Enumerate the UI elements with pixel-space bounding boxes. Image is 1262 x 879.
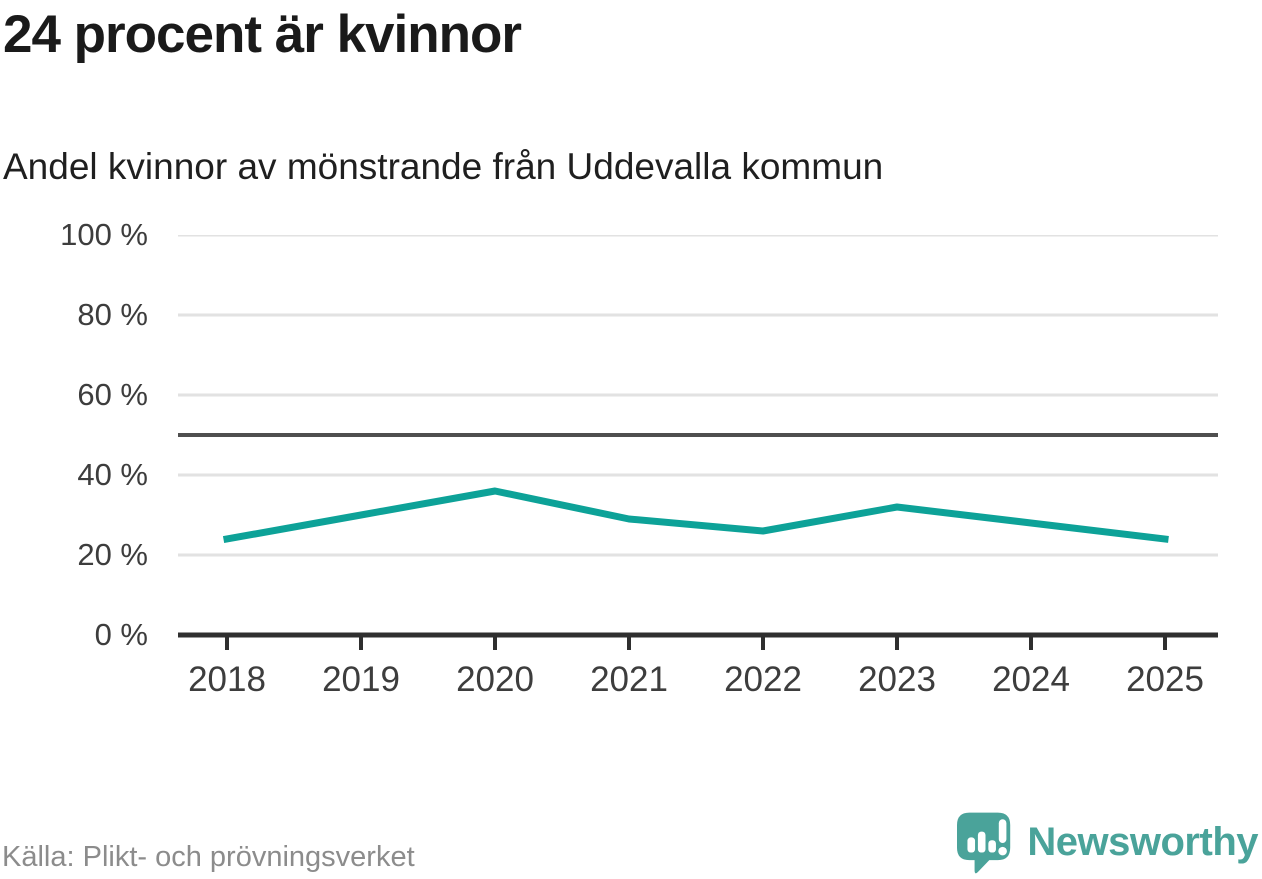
newsworthy-logo-text: Newsworthy [1027,820,1258,864]
chart-title: 24 procent är kvinnor [3,5,522,64]
bar-1-icon [967,837,976,853]
newsworthy-logo-icon [957,812,1011,874]
x-tick-label-2022: 2022 [724,660,802,699]
data-line [222,487,1169,544]
exclamation-bar-icon [999,819,1007,844]
chart-subtitle: Andel kvinnor av mönstrande från Uddeval… [3,146,884,187]
y-tick-label-80: 80 % [77,297,148,332]
bar-3-icon [988,840,997,853]
x-tick-label-2020: 2020 [456,660,534,699]
y-tick-label-60: 60 % [77,377,148,412]
x-tick-label-2018: 2018 [188,660,266,699]
x-axis-labels: 2018 2019 2020 2021 2022 2023 2024 2025 [160,660,1232,700]
source-text: Källa: Plikt- och prövningsverket [2,841,415,873]
y-tick-label-40: 40 % [77,457,148,492]
newsworthy-logo: Newsworthy [957,811,1258,877]
y-tick-label-20: 20 % [77,537,148,572]
bar-2-icon [978,831,986,853]
y-tick-label-100: 100 % [60,217,148,252]
exclamation-dot-icon [998,846,1008,856]
x-tick-label-2024: 2024 [992,660,1070,699]
x-tick-label-2021: 2021 [590,660,668,699]
y-axis-labels: 100 % 80 % 60 % 40 % 20 % 0 % [0,217,148,652]
x-tick-label-2025: 2025 [1126,660,1204,699]
plot-area [178,235,1218,650]
y-tick-label-0: 0 % [94,617,148,652]
x-tick-label-2019: 2019 [322,660,400,699]
x-tick-label-2023: 2023 [858,660,936,699]
